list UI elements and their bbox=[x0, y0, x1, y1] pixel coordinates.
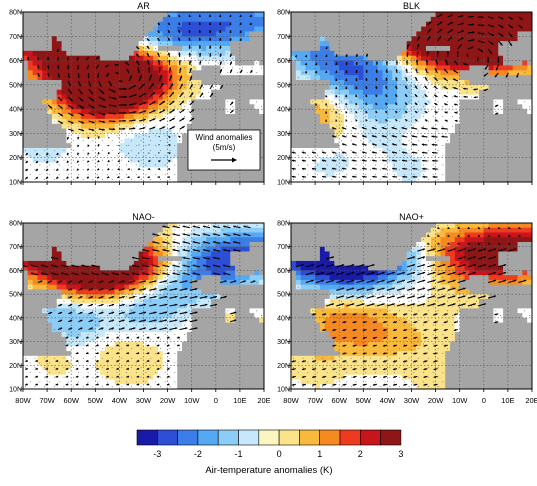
y-tick-label: 20N bbox=[277, 363, 290, 370]
y-tick-label: 40N bbox=[277, 107, 290, 114]
y-tick-label: 70N bbox=[9, 244, 22, 251]
colorbar-label: 2 bbox=[358, 449, 363, 459]
x-tick-label: 70W bbox=[39, 396, 55, 405]
x-tick-label: 50W bbox=[88, 396, 104, 405]
colorbar-swatch bbox=[360, 430, 380, 445]
y-tick-label: 80N bbox=[9, 10, 22, 17]
wind-legend: Wind anomalies(5m/s) bbox=[188, 130, 260, 170]
x-tick-label: 60W bbox=[63, 396, 79, 405]
x-tick-label: 30W bbox=[404, 396, 420, 405]
x-tick-label: 0 bbox=[214, 396, 218, 405]
y-tick-label: 60N bbox=[9, 58, 22, 65]
colorbar-swatch bbox=[218, 430, 238, 445]
wind-vector bbox=[159, 136, 160, 137]
y-tick-label: 80N bbox=[277, 221, 290, 228]
x-tick-label: 10E bbox=[501, 396, 514, 405]
y-tick-label: 30N bbox=[9, 339, 22, 346]
colorbar-label: -2 bbox=[194, 449, 202, 459]
y-tick-label: 40N bbox=[9, 315, 22, 322]
colorbar-swatch bbox=[381, 430, 401, 445]
x-tick-label: 40W bbox=[112, 396, 128, 405]
map-panel-blk: 10N 20N 30N 40N 50N 60N 70N 80N BLK bbox=[277, 1, 532, 187]
colorbar-label: 3 bbox=[398, 449, 403, 459]
colorbar-label: 0 bbox=[277, 449, 282, 459]
y-tick-label: 20N bbox=[9, 363, 22, 370]
colorbar-swatch bbox=[320, 430, 340, 445]
panel-title: NAO- bbox=[132, 212, 155, 222]
colorbar-swatch bbox=[137, 430, 157, 445]
y-tick-label: 50N bbox=[277, 292, 290, 299]
y-tick-label: 10N bbox=[277, 387, 290, 394]
y-tick-label: 80N bbox=[277, 10, 290, 17]
panel-title: AR bbox=[137, 1, 150, 11]
colorbar-label: -3 bbox=[153, 449, 161, 459]
x-tick-label: 80W bbox=[283, 396, 299, 405]
colorbar-swatch bbox=[178, 430, 198, 445]
colorbar-swatch bbox=[157, 430, 177, 445]
y-tick-label: 40N bbox=[9, 107, 22, 114]
colorbar-label: -1 bbox=[234, 449, 242, 459]
colorbar-swatch bbox=[198, 430, 218, 445]
colorbar: -3 -2 -1 0 1 2 3 Air-temperature anomalies (K) bbox=[137, 430, 403, 476]
x-tick-label: 50W bbox=[356, 396, 372, 405]
map-panel-ar: 10N 20N 30N 40N 50N 60N 70N 80N AR Wind anomalies… bbox=[9, 1, 264, 187]
colorbar-swatch bbox=[299, 430, 319, 445]
y-tick-label: 10N bbox=[277, 180, 290, 187]
map-panel-nao: 10N 20N 30N 40N 50N 60N 70N 80N 80W 70W 60W 50W 40W 3… bbox=[277, 212, 537, 405]
panel-title: BLK bbox=[403, 1, 420, 11]
y-tick-label: 50N bbox=[9, 82, 22, 89]
x-tick-label: 20E bbox=[525, 396, 537, 405]
y-tick-label: 70N bbox=[277, 244, 290, 251]
colorbar-swatch bbox=[259, 430, 279, 445]
y-tick-label: 60N bbox=[9, 268, 22, 275]
y-tick-label: 70N bbox=[9, 34, 22, 41]
colorbar-title: Air-temperature anomalies (K) bbox=[205, 465, 332, 476]
x-tick-label: 20W bbox=[160, 396, 176, 405]
x-tick-label: 80W bbox=[15, 396, 31, 405]
wind-vector bbox=[159, 145, 160, 146]
wind-legend-sublabel: (5m/s) bbox=[213, 143, 236, 152]
x-tick-label: 30W bbox=[136, 396, 152, 405]
y-tick-label: 60N bbox=[277, 268, 290, 275]
wind-legend-label: Wind anomalies bbox=[196, 133, 253, 142]
y-tick-label: 50N bbox=[277, 82, 290, 89]
x-tick-label: 10W bbox=[452, 396, 468, 405]
y-tick-label: 30N bbox=[277, 131, 290, 138]
x-tick-label: 20W bbox=[428, 396, 444, 405]
colorbar-swatch bbox=[239, 430, 259, 445]
map-panel-nao: 10N 20N 30N 40N 50N 60N 70N 80N 80W 70W 60W 50W 40W 3… bbox=[9, 212, 271, 405]
wind-vector bbox=[118, 153, 119, 154]
y-tick-label: 80N bbox=[9, 221, 22, 228]
y-tick-label: 20N bbox=[9, 155, 22, 162]
y-tick-label: 10N bbox=[9, 387, 22, 394]
x-tick-label: 40W bbox=[380, 396, 396, 405]
x-tick-label: 0 bbox=[482, 396, 486, 405]
y-tick-label: 20N bbox=[277, 155, 290, 162]
y-tick-label: 40N bbox=[277, 315, 290, 322]
y-tick-label: 10N bbox=[9, 180, 22, 187]
y-tick-label: 30N bbox=[9, 131, 22, 138]
x-tick-label: 60W bbox=[331, 396, 347, 405]
panel-title: NAO+ bbox=[399, 212, 424, 222]
x-tick-label: 20E bbox=[257, 396, 270, 405]
y-tick-label: 60N bbox=[277, 58, 290, 65]
colorbar-label: 1 bbox=[317, 449, 322, 459]
y-tick-label: 30N bbox=[277, 339, 290, 346]
colorbar-swatch bbox=[340, 430, 360, 445]
x-tick-label: 10W bbox=[184, 396, 200, 405]
x-tick-label: 10E bbox=[233, 396, 246, 405]
x-tick-label: 70W bbox=[307, 396, 323, 405]
y-tick-label: 70N bbox=[277, 34, 290, 41]
colorbar-swatch bbox=[279, 430, 299, 445]
y-tick-label: 50N bbox=[9, 292, 22, 299]
